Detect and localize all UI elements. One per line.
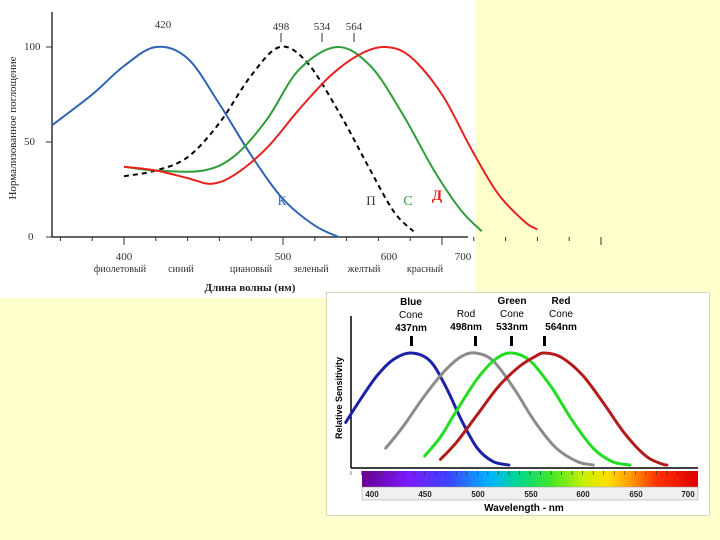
peak-marker bbox=[510, 336, 513, 346]
series-label-rod: П bbox=[366, 193, 375, 208]
series-line-1 bbox=[384, 351, 595, 467]
series-label-red: Д bbox=[432, 188, 443, 204]
peak-label: 564 bbox=[346, 21, 363, 33]
peak-label: 498 bbox=[273, 21, 290, 33]
y-tick-label: 50 bbox=[24, 136, 36, 148]
peak-label-line2: Cone bbox=[549, 309, 573, 320]
x-tick-label: 700 bbox=[455, 251, 472, 263]
series-line-1 bbox=[123, 45, 415, 233]
x-tick-label: 600 bbox=[381, 251, 398, 263]
spectrum-scale bbox=[361, 486, 699, 501]
peak-label-line2: Cone bbox=[500, 309, 524, 320]
peak-label-line2: Cone bbox=[399, 310, 423, 321]
series-line-0 bbox=[51, 45, 340, 238]
color-name-label: синий bbox=[168, 264, 194, 275]
color-name-label: циановый bbox=[230, 264, 273, 275]
x-tick-label: 650 bbox=[629, 490, 643, 499]
peak-marker bbox=[410, 336, 413, 346]
peak-label-line3: 437nm bbox=[395, 323, 427, 334]
wavelength-spectrum-bar bbox=[350, 471, 699, 501]
series-line-3 bbox=[439, 351, 669, 467]
color-name-label: желтый bbox=[347, 264, 381, 275]
series-label-green: С bbox=[403, 194, 412, 209]
peak-marker bbox=[474, 336, 477, 346]
peak-label: 420 bbox=[155, 19, 172, 31]
peak-label-line1: Blue bbox=[400, 297, 422, 308]
x-tick-label: 400 bbox=[116, 251, 133, 263]
series-line-2 bbox=[423, 351, 632, 467]
peak-label-line3: 564nm bbox=[545, 322, 577, 333]
peak-label-line1: Rod bbox=[457, 309, 475, 320]
color-name-label: зеленый bbox=[293, 264, 329, 275]
x-tick-label: 700 bbox=[681, 490, 695, 499]
series-line-2 bbox=[123, 45, 483, 233]
peak-label-line2: 498nm bbox=[450, 322, 482, 333]
x-axis-label: Wavelength - nm bbox=[484, 503, 564, 514]
x-tick-label: 500 bbox=[471, 490, 485, 499]
peak-marker bbox=[543, 336, 546, 346]
y-axis-label: Relative Sensitivity bbox=[334, 357, 344, 439]
color-name-label: фиолетовый bbox=[94, 264, 147, 275]
x-axis-label: Длина волны (нм) bbox=[205, 282, 296, 294]
x-tick-label: 500 bbox=[275, 251, 292, 263]
peak-label-line1: Green bbox=[498, 296, 527, 307]
peak-label-line3: 533nm bbox=[496, 322, 528, 333]
series-line-0 bbox=[344, 351, 511, 467]
color-name-label: красный bbox=[407, 264, 444, 275]
peak-label-line1: Red bbox=[552, 296, 571, 307]
y-axis-label: Нормализованное поглощение bbox=[7, 56, 19, 199]
y-tick-label: 100 bbox=[24, 41, 41, 53]
y-tick-label: 0 bbox=[28, 231, 34, 243]
peak-label: 534 bbox=[314, 21, 331, 33]
series-label-blue: К bbox=[278, 193, 287, 208]
x-tick-label: 450 bbox=[418, 490, 432, 499]
sensitivity-chart: Relative Sensitivity Wavelength - nm 400… bbox=[334, 296, 699, 514]
series-line-3 bbox=[123, 45, 538, 231]
x-tick-label: 550 bbox=[524, 490, 538, 499]
absorption-chart: Нормализованное поглощение Длина волны (… bbox=[7, 12, 602, 294]
x-tick-label: 600 bbox=[576, 490, 590, 499]
x-tick-label: 400 bbox=[365, 490, 379, 499]
